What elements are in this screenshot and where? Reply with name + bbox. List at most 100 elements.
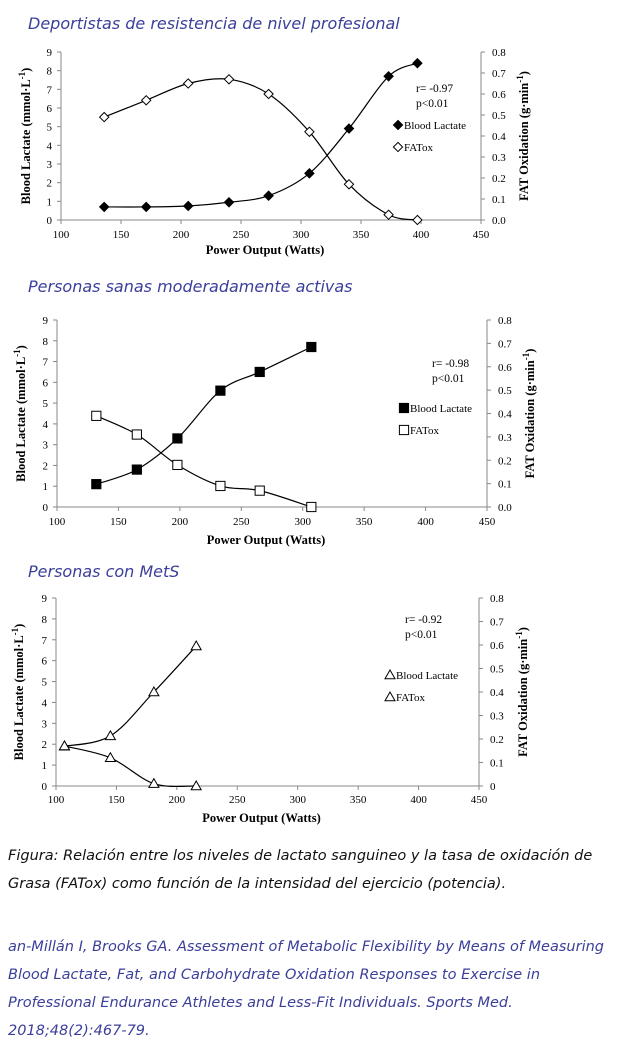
- x-tick-label: 300: [289, 794, 306, 806]
- data-point-blood-lactate: [263, 190, 274, 202]
- y-tick-label: 8: [43, 336, 49, 348]
- data-point-fatox: [98, 111, 110, 123]
- y2-tick-label: 0.4: [498, 409, 512, 421]
- y2-tick-label: 0.1: [498, 479, 512, 491]
- y2-tick-label: 0.2: [492, 173, 506, 185]
- y2-tick-label: 0.0: [498, 502, 512, 514]
- legend-marker: [398, 402, 410, 414]
- x-tick-label: 250: [233, 516, 250, 528]
- y-tick-label: 1: [47, 196, 53, 208]
- y-tick-label: 4: [47, 140, 53, 152]
- legend-label: Blood Lactate: [396, 670, 458, 682]
- legend-marker: [384, 690, 396, 702]
- y2-tick-label: 0.7: [492, 68, 506, 80]
- data-point-fatox: [140, 94, 152, 106]
- series-line-fatox: [96, 415, 312, 508]
- x-tick-label: 400: [410, 794, 427, 806]
- series-line-blood-lactate: [64, 645, 197, 747]
- data-point-blood-lactate: [104, 729, 117, 741]
- data-point-blood-lactate: [148, 685, 160, 697]
- y-axis-title: Blood Lactate (mmol·L-1): [17, 68, 33, 205]
- x-tick-label: 100: [48, 794, 65, 806]
- y2-tick-label: 0.7: [490, 617, 504, 629]
- x-tick-label: 350: [356, 516, 373, 528]
- y2-tick-label: 0.2: [498, 455, 512, 467]
- y-tick-label: 3: [42, 718, 48, 730]
- data-point-blood-lactate: [304, 168, 315, 179]
- stat-annotation: r= -0.92: [405, 614, 442, 626]
- legend-label: Blood Lactate: [410, 403, 472, 415]
- x-tick-label: 150: [110, 516, 127, 528]
- data-point-fatox: [58, 740, 71, 751]
- y2-tick-label: 0.6: [492, 89, 506, 101]
- y2-tick-label: 0.3: [490, 711, 504, 723]
- data-point-blood-lactate: [412, 57, 423, 69]
- y2-tick-label: 0.1: [492, 194, 506, 206]
- stat-annotation: p<0.01: [405, 629, 438, 641]
- data-point-blood-lactate: [254, 366, 265, 378]
- x-tick-label: 350: [350, 794, 367, 806]
- y-axis-title: Blood Lactate (mmol·L-1): [10, 624, 26, 761]
- chart-title-mets: Personas con MetS: [28, 562, 180, 581]
- x-tick-label: 200: [172, 516, 189, 528]
- y-tick-label: 8: [47, 66, 53, 78]
- y-tick-label: 2: [42, 739, 48, 751]
- stat-annotation: r= -0.97: [416, 83, 453, 95]
- reference-citation: an-Millán I, Brooks GA. Assessment of Me…: [8, 939, 604, 1039]
- y2-tick-label: 0.4: [490, 687, 504, 699]
- data-point-blood-lactate: [223, 196, 235, 208]
- y-tick-label: 8: [42, 614, 48, 626]
- y2-tick-label: 0.8: [498, 315, 512, 327]
- data-point-blood-lactate: [343, 123, 355, 134]
- data-point-fatox: [254, 485, 265, 496]
- y-tick-label: 4: [43, 419, 49, 431]
- x-tick-label: 100: [53, 229, 70, 241]
- y2-tick-label: 0.3: [498, 432, 512, 444]
- y2-tick-label: 0: [490, 781, 496, 793]
- data-point-fatox: [91, 410, 102, 421]
- y-tick-label: 7: [42, 635, 48, 647]
- y2-tick-label: 0.5: [492, 110, 506, 122]
- y2-tick-label: 0.5: [490, 664, 504, 676]
- data-point-fatox: [190, 779, 203, 791]
- data-point-fatox: [215, 480, 226, 492]
- data-point-fatox: [306, 501, 317, 513]
- x-axis-title: Power Output (Watts): [207, 533, 326, 547]
- chart-title-moderate: Personas sanas moderadamente activas: [28, 277, 353, 296]
- y2-tick-label: 0.8: [490, 593, 504, 605]
- x-tick-label: 450: [473, 229, 490, 241]
- data-point-blood-lactate: [140, 201, 152, 213]
- y2-tick-label: 0.2: [490, 734, 504, 746]
- series-line-blood-lactate: [104, 62, 418, 208]
- y-tick-label: 7: [47, 84, 53, 96]
- stat-annotation: r= -0.98: [432, 358, 469, 370]
- chart-title-professional: Deportistas de resistencia de nivel prof…: [28, 14, 400, 33]
- y-tick-label: 9: [43, 315, 49, 327]
- x-tick-label: 200: [169, 794, 186, 806]
- x-tick-label: 150: [108, 794, 125, 806]
- x-tick-label: 250: [229, 794, 246, 806]
- y-tick-label: 1: [43, 481, 49, 493]
- y2-tick-label: 0.6: [490, 640, 504, 652]
- y2-tick-label: 0.7: [498, 338, 512, 350]
- y-tick-label: 6: [42, 656, 48, 668]
- y2-tick-label: 0.4: [492, 131, 506, 143]
- x-tick-label: 400: [413, 229, 430, 241]
- x-tick-label: 300: [293, 229, 310, 241]
- legend-marker: [392, 119, 404, 131]
- chart-moderately-active: 100 150 200 250 300 350 400 450 0 1 2 3 4 5 6 7 8 9 0.0 0.1…: [12, 315, 537, 547]
- data-point-fatox: [223, 73, 235, 85]
- y-tick-label: 5: [47, 122, 53, 134]
- legend-marker: [398, 424, 410, 436]
- y-tick-label: 9: [47, 47, 53, 59]
- data-point-fatox: [104, 751, 117, 763]
- data-point-blood-lactate: [172, 433, 183, 444]
- data-point-blood-lactate: [306, 341, 317, 353]
- data-point-fatox: [304, 126, 315, 138]
- y2-axis-title: FAT Oxidation (g·min-1): [514, 627, 530, 757]
- y-tick-label: 6: [43, 377, 49, 389]
- y-tick-label: 5: [43, 398, 49, 410]
- stat-annotation: p<0.01: [432, 373, 465, 385]
- y-tick-label: 2: [47, 178, 53, 190]
- data-point-fatox: [343, 178, 355, 190]
